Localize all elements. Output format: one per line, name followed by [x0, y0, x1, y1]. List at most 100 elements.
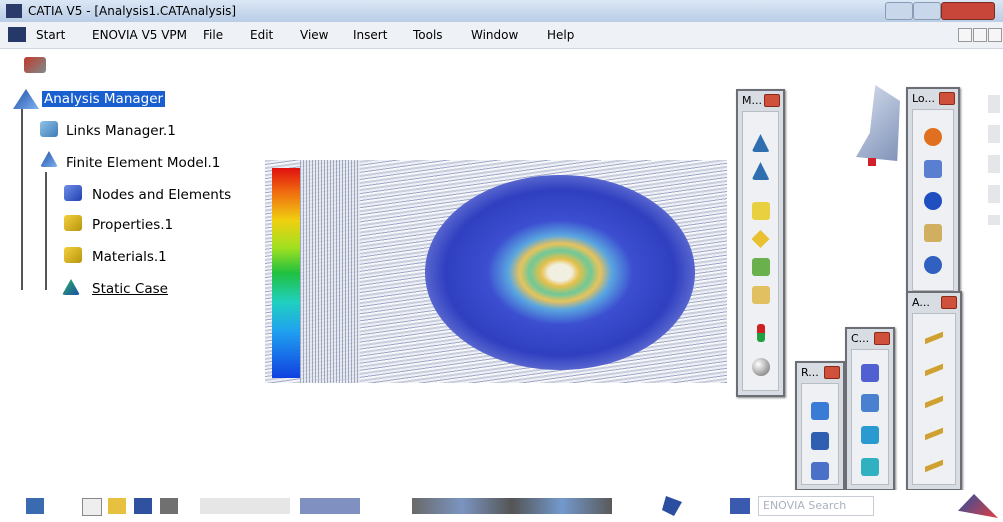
tree-icon: [64, 247, 82, 263]
toolbar-button[interactable]: [811, 432, 829, 450]
toolbar-button[interactable]: [924, 192, 942, 210]
docked-toolbar: [988, 95, 1000, 225]
toolbar-button[interactable]: [925, 360, 943, 378]
toolbar-button[interactable]: [861, 458, 879, 476]
menu-item[interactable]: View: [300, 28, 328, 42]
toolbar-button[interactable]: [752, 230, 770, 248]
toolbar-button[interactable]: [757, 324, 765, 342]
tree-node[interactable]: Static Case: [92, 281, 168, 297]
toolbar-button[interactable]: [811, 402, 829, 420]
tree-node[interactable]: Finite Element Model.1: [66, 155, 220, 171]
toolbar-button[interactable]: [925, 456, 943, 474]
doc-restore[interactable]: [973, 28, 987, 42]
bottom-toolbar: ENOVIA Search: [0, 490, 1003, 522]
floating-toolbar: R...: [795, 361, 845, 491]
menu-item[interactable]: ENOVIA V5 VPM: [92, 28, 187, 42]
compass[interactable]: [845, 85, 900, 165]
tree-icon: [40, 151, 58, 167]
stress-field: [425, 175, 695, 370]
minimize-button[interactable]: [885, 2, 913, 20]
title-bar: CATIA V5 - [Analysis1.CATAnalysis]: [0, 0, 1003, 22]
toolbar-close[interactable]: [874, 332, 890, 345]
tree-node[interactable]: Properties.1: [92, 217, 173, 233]
toolbar-close[interactable]: [824, 366, 840, 379]
toolbar-title: M...: [742, 94, 762, 107]
toolbar-button[interactable]: [160, 498, 178, 514]
color-legend: [272, 168, 300, 378]
doc-minimize[interactable]: [958, 28, 972, 42]
contour-plot: [265, 160, 727, 383]
toolbar-button[interactable]: [752, 162, 770, 180]
toolbar-close[interactable]: [764, 94, 780, 107]
toolbar-button-group[interactable]: [200, 498, 290, 514]
close-button[interactable]: [941, 2, 995, 20]
toolbar-body: [742, 111, 779, 391]
search-field[interactable]: ENOVIA Search: [758, 496, 874, 516]
menu-item[interactable]: Window: [471, 28, 518, 42]
toolbar-button[interactable]: [752, 258, 770, 276]
tree-icon: [62, 279, 80, 295]
toolbar-button[interactable]: [752, 358, 770, 376]
tree-icon: [64, 185, 82, 201]
tree-icon: [40, 121, 58, 137]
tree-node[interactable]: Materials.1: [92, 249, 167, 265]
toolbar-button[interactable]: [82, 498, 102, 516]
toolbar-button[interactable]: [924, 160, 942, 178]
tree-line: [45, 172, 47, 290]
tree-node[interactable]: Nodes and Elements: [92, 187, 231, 203]
catia-logo: [958, 494, 998, 518]
menu-item[interactable]: Tools: [413, 28, 443, 42]
floating-toolbar: A...: [906, 291, 962, 491]
app-icon: [6, 4, 22, 18]
menu-item[interactable]: Help: [547, 28, 574, 42]
toolbar-button[interactable]: [924, 128, 942, 146]
toolbar-button[interactable]: [861, 426, 879, 444]
search-placeholder: ENOVIA Search: [763, 499, 846, 512]
catia-window: CATIA V5 - [Analysis1.CATAnalysis] Start…: [0, 0, 1003, 522]
toolbar-title: C...: [851, 332, 869, 345]
toolbar-button[interactable]: [24, 57, 46, 73]
toolbar-button[interactable]: [134, 498, 152, 514]
toolbar-button-group[interactable]: [412, 498, 612, 514]
maximize-button[interactable]: [913, 2, 941, 20]
menu-bar: Start ENOVIA V5 VPM File Edit View Inser…: [0, 22, 1003, 49]
toolbar: [0, 49, 1003, 81]
tree-line: [21, 108, 23, 290]
toolbar-button[interactable]: [730, 498, 750, 514]
tree-icon: [64, 215, 82, 231]
toolbar-button[interactable]: [26, 498, 44, 514]
menu-item[interactable]: Edit: [250, 28, 273, 42]
toolbar-button[interactable]: [752, 202, 770, 220]
floating-toolbar: M...: [736, 89, 785, 397]
toolbar-body: [851, 349, 889, 485]
tree-icon: [13, 89, 39, 109]
toolbar-close[interactable]: [939, 92, 955, 105]
toolbar-button[interactable]: [752, 134, 770, 152]
tree-node[interactable]: Links Manager.1: [66, 123, 176, 139]
toolbar-button[interactable]: [108, 498, 126, 514]
toolbar-button[interactable]: [924, 224, 942, 242]
toolbar-button[interactable]: [861, 364, 879, 382]
toolbar-title: A...: [912, 296, 930, 309]
compass-base: [868, 158, 876, 166]
window-title: CATIA V5 - [Analysis1.CATAnalysis]: [28, 4, 236, 18]
toolbar-button[interactable]: [924, 256, 942, 274]
mesh-edge: [300, 160, 360, 383]
toolbar-close[interactable]: [941, 296, 957, 309]
toolbar-button[interactable]: [925, 328, 943, 346]
menu-item[interactable]: File: [203, 28, 223, 42]
toolbar-button[interactable]: [662, 496, 682, 516]
menu-item[interactable]: Insert: [353, 28, 387, 42]
toolbar-title: Lo...: [912, 92, 935, 105]
toolbar-button[interactable]: [925, 392, 943, 410]
toolbar-button[interactable]: [811, 462, 829, 480]
doc-close[interactable]: [988, 28, 1002, 42]
toolbar-body: [912, 313, 956, 485]
toolbar-body: [801, 383, 839, 485]
toolbar-button-group[interactable]: [300, 498, 360, 514]
toolbar-button[interactable]: [925, 424, 943, 442]
toolbar-button[interactable]: [861, 394, 879, 412]
menu-item[interactable]: Start: [36, 28, 65, 42]
toolbar-button[interactable]: [752, 286, 770, 304]
tree-node[interactable]: Analysis Manager: [42, 91, 165, 107]
